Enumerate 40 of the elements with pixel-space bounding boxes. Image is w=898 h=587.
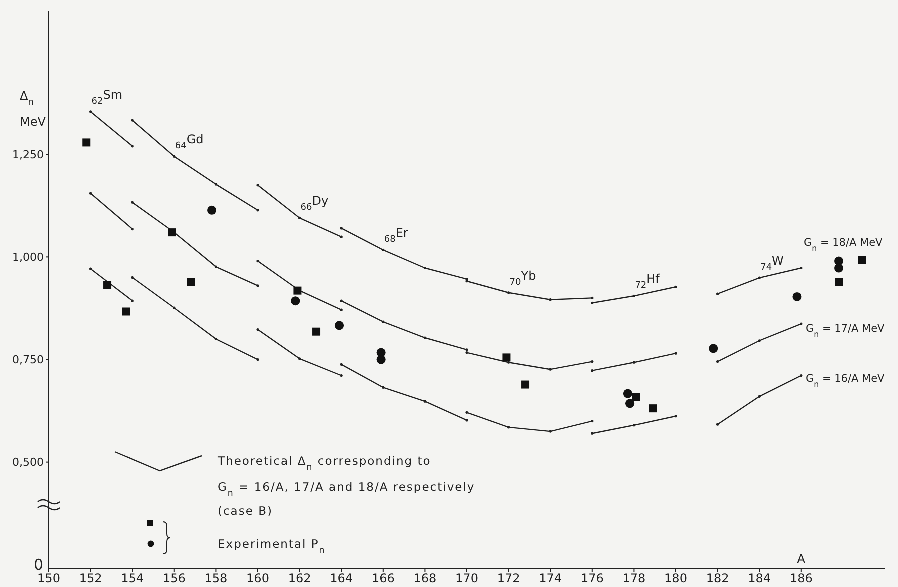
annotation: $_{64}$Gd — [175, 132, 204, 152]
annotation: G$_{n}$ = 16/A, 17/A and 18/A respectively — [218, 480, 476, 499]
text: 0 — [34, 556, 44, 574]
annotation: G$_{n}$ = 16/A MeV — [806, 373, 886, 388]
y-tick-label: 0,500 — [12, 456, 44, 470]
y-tick-label: 0,750 — [12, 354, 44, 367]
annotation: Theoretical Δ$_{n}$ corresponding to — [217, 454, 432, 473]
annotation: Experimental P$_{n}$ — [218, 537, 326, 556]
x-axis-title: A — [797, 552, 806, 566]
x-tick-label: 172 — [497, 572, 520, 586]
annotation: G$_{n}$ = 18/A MeV — [804, 237, 884, 252]
annotation: $_{66}$Dy — [300, 194, 329, 214]
x-tick-label: 160 — [246, 572, 270, 586]
annotation: (case B) — [218, 504, 273, 518]
annotation: $_{70}$Yb — [510, 268, 536, 288]
x-tick-label: 174 — [539, 572, 562, 586]
x-tick-label: 186 — [790, 572, 813, 586]
x-tick-label: 180 — [664, 572, 688, 586]
x-tick-label: 162 — [288, 572, 312, 586]
x-tick-label: 164 — [330, 572, 354, 586]
y-tick-label: 1,000 — [12, 251, 44, 264]
x-tick-label: 184 — [748, 572, 772, 586]
x-tick-label: 152 — [79, 572, 102, 586]
annotation: $_{68}$Er — [384, 226, 408, 246]
annotation: $_{74}$W — [760, 254, 784, 274]
x-tick-label: 170 — [456, 572, 478, 586]
x-tick-label: 154 — [121, 572, 144, 586]
annotation: $_{62}$Sm — [92, 88, 123, 107]
annotation: G$_{n}$ = 17/A MeV — [806, 323, 886, 338]
x-tick-label: 168 — [414, 572, 437, 586]
y-axis-title: Δ$_{n}$ MeV — [20, 89, 47, 129]
x-tick-label: 150 — [38, 572, 60, 586]
x-tick-label: 176 — [580, 572, 604, 586]
annotation: $_{72}$Hf — [635, 272, 661, 292]
x-tick-label: 156 — [162, 572, 186, 586]
x-tick-label: 182 — [706, 572, 730, 586]
y-tick-label: 1,250 — [12, 148, 44, 162]
x-tick-label: 178 — [622, 572, 646, 586]
x-tick-label: 166 — [372, 572, 395, 586]
x-tick-label: 158 — [204, 572, 228, 586]
